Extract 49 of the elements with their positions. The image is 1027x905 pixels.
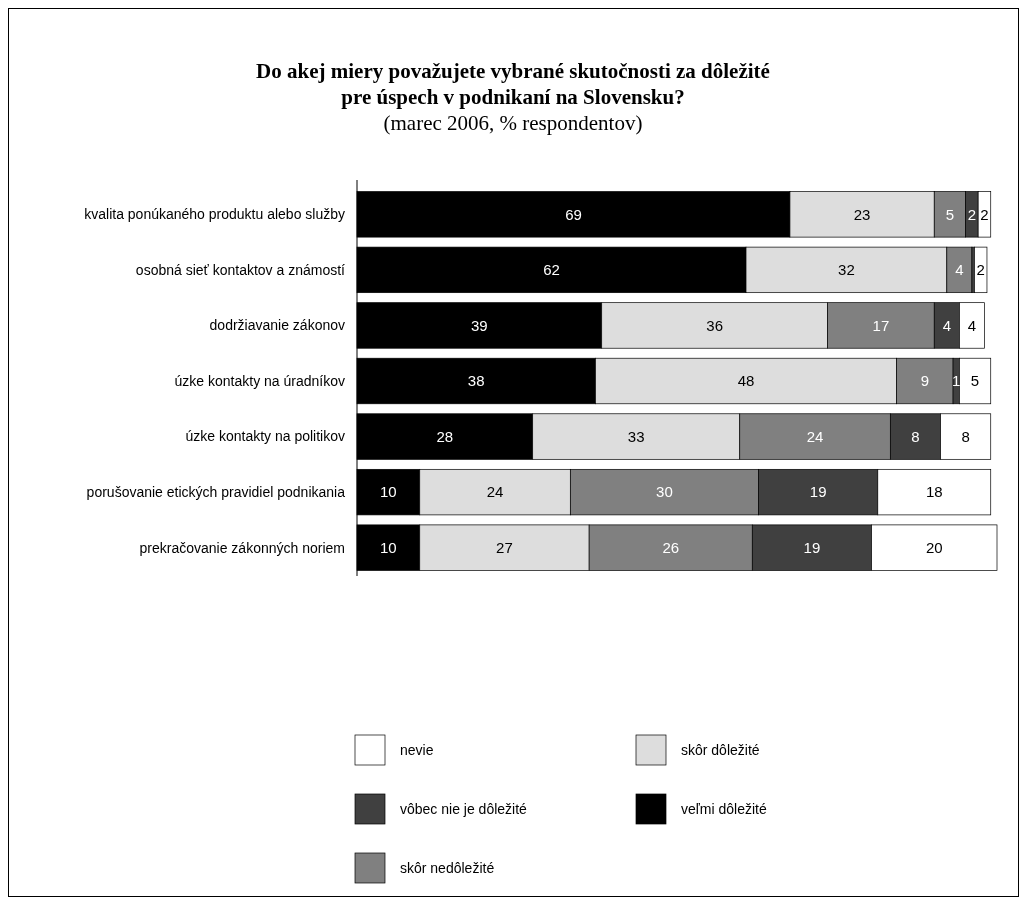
legend-label: nevie xyxy=(400,741,434,758)
data-label: 36 xyxy=(706,316,723,334)
y-tick-label: úzke kontakty na politikov xyxy=(185,428,345,445)
data-label: 26 xyxy=(662,538,680,556)
data-label: 8 xyxy=(961,427,970,445)
data-label: 4 xyxy=(955,261,964,279)
data-label: 32 xyxy=(838,261,855,279)
data-label: 5 xyxy=(945,205,955,223)
data-label: 24 xyxy=(806,427,824,445)
data-label: 33 xyxy=(627,427,645,445)
data-label: 2 xyxy=(976,261,985,279)
data-label: 5 xyxy=(970,372,980,390)
y-tick-label: kvalita ponúkaného produktu alebo služby xyxy=(84,206,345,223)
legend-label: veľmi dôležité xyxy=(681,800,767,817)
data-label: 69 xyxy=(565,205,582,223)
data-label: 10 xyxy=(380,538,397,556)
y-tick-label: prekračovanie zákonných noriem xyxy=(139,539,345,556)
data-label: 8 xyxy=(911,427,920,445)
data-label: 19 xyxy=(803,538,821,556)
y-tick-label: porušovanie etických pravidiel podnikania xyxy=(86,484,346,501)
data-label: 19 xyxy=(809,483,827,501)
data-label: 28 xyxy=(436,427,454,445)
data-label: 62 xyxy=(543,261,560,279)
data-label: 17 xyxy=(872,316,890,334)
y-tick-label: úzke kontakty na úradníkov xyxy=(174,372,345,389)
data-label: 9 xyxy=(920,372,930,390)
data-label: 38 xyxy=(467,372,485,390)
data-label: 2 xyxy=(967,205,977,223)
data-label: 20 xyxy=(925,538,943,556)
data-label: 18 xyxy=(925,483,943,501)
data-label: 48 xyxy=(737,372,755,390)
data-label: 1 xyxy=(952,372,961,390)
data-label: 24 xyxy=(486,483,504,501)
data-label: 2 xyxy=(980,205,989,223)
y-tick-label: osobná sieť kontaktov a známostí xyxy=(135,261,346,278)
data-label: 10 xyxy=(380,483,397,501)
data-label: 4 xyxy=(967,316,977,334)
chart-title: Do akej miery považujete vybrané skutočnosti za dôležité pre úspech v podnikaní na Slovensku? xyxy=(256,59,770,109)
legend-label: skôr nedôležité xyxy=(400,859,495,876)
legend-label: skôr dôležité xyxy=(681,741,760,758)
data-label: 4 xyxy=(942,316,951,334)
bar xyxy=(974,246,988,294)
data-label: 30 xyxy=(656,483,673,501)
chart-subtitle: (marec 2006, % respondentov) xyxy=(383,111,643,135)
data-label: 23 xyxy=(853,205,871,223)
y-tick-label: dodržiavanie zákonov xyxy=(209,317,345,334)
data-label: 27 xyxy=(496,538,513,556)
data-label: 39 xyxy=(471,316,488,334)
legend-label: vôbec nie je dôležité xyxy=(400,800,528,817)
